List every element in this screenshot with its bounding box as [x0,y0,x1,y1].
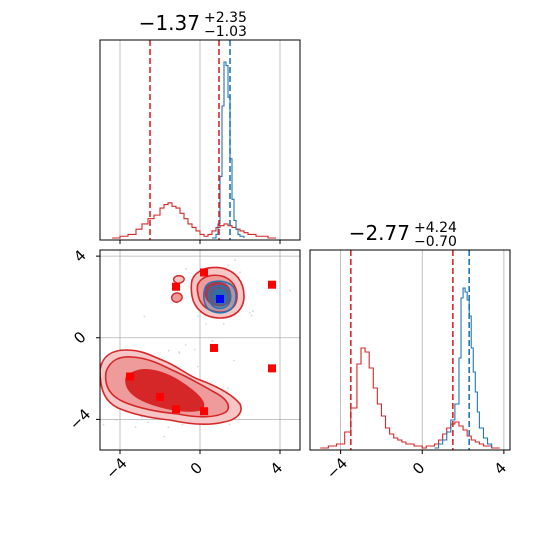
title-top-left-sup: +2.35 [204,10,247,26]
tick-label-y-1: 0 [70,328,89,347]
tick-label-x-0: −4 [102,454,130,482]
sample-point [143,315,146,318]
sample-point [134,426,137,429]
red-marker-3 [210,343,218,352]
sample-point [234,259,236,262]
hist-series-red [112,202,276,239]
ticks-top-left [119,240,281,244]
sample-point [205,323,208,325]
panel-bottom-right: −4 0 4 −2.77 +4.24 −0.70 [309,220,511,483]
vlines-bottom-right [350,250,470,450]
title-top-left: −1.37 [139,11,200,35]
sample-point [228,423,231,426]
vlines-top-left [149,40,231,240]
sample-point [150,418,153,421]
grid-bottom-right [340,250,505,450]
title-top-left-main: −1.37 [139,11,200,35]
markers-bottom-left [126,268,276,416]
sample-point [184,343,187,346]
sample-point [211,340,214,342]
hist-series-red [320,347,500,449]
hist-series-blue [434,287,493,449]
plot-area-bottom-right [310,250,510,450]
ticks-bottom-right: −4 0 4 [323,450,510,483]
red-marker-5 [126,372,134,381]
title-bottom-right-sub: −0.70 [414,234,457,250]
red-contour-inner-lower [125,369,205,412]
red-contour-small-island [170,292,183,303]
title-bottom-right-sup: +4.24 [414,220,457,236]
sample-point [163,435,166,438]
sample-point [222,322,225,325]
tick-label-x-2: 4 [267,459,286,478]
red-marker-1 [200,268,208,277]
sample-point [196,365,199,368]
tick-label-x-0: −4 [323,454,351,482]
sample-point [102,423,105,426]
sample-point [167,426,170,429]
red-marker-0 [172,282,180,291]
sample-point [115,419,118,421]
sample-point [227,387,229,390]
tick-label-y-0: −4 [66,405,94,433]
series-bottom-right [320,287,500,449]
sample-point [178,351,181,353]
red-marker-8 [200,407,208,416]
panel-top-left: −1.37 +2.35 −1.03 [99,10,301,244]
frame-bottom-right [309,249,511,451]
sample-point [181,423,184,426]
sample-point [232,359,235,362]
grid-top-left [119,40,281,240]
red-marker-7 [172,405,180,414]
tick-label-y-2: 4 [70,246,89,265]
tick-label-x-1: 0 [187,459,206,478]
title-bottom-right-main: −2.77 [349,221,410,245]
sample-point [197,315,200,318]
sample-point [239,271,241,274]
sample-point [193,348,196,351]
sample-point [227,264,230,267]
sample-point [289,289,291,292]
sample-point [250,314,253,317]
title-top-left-sub: −1.03 [204,24,247,40]
sample-point [248,311,251,314]
red-marker-4 [268,364,276,373]
sample-point [147,421,149,424]
sample-point [167,349,170,352]
sample-point [185,268,187,270]
red-marker-2 [268,280,276,289]
panel-bottom-left: −4 0 4 −4 0 4 [66,246,301,483]
sample-point [97,324,99,326]
tick-label-x-2: 4 [491,459,510,478]
tick-label-x-1: 0 [409,459,428,478]
sample-point [251,310,254,312]
blue-marker-0 [216,294,224,303]
red-marker-6 [156,392,164,401]
red-contour-small-island-2 [172,275,185,284]
